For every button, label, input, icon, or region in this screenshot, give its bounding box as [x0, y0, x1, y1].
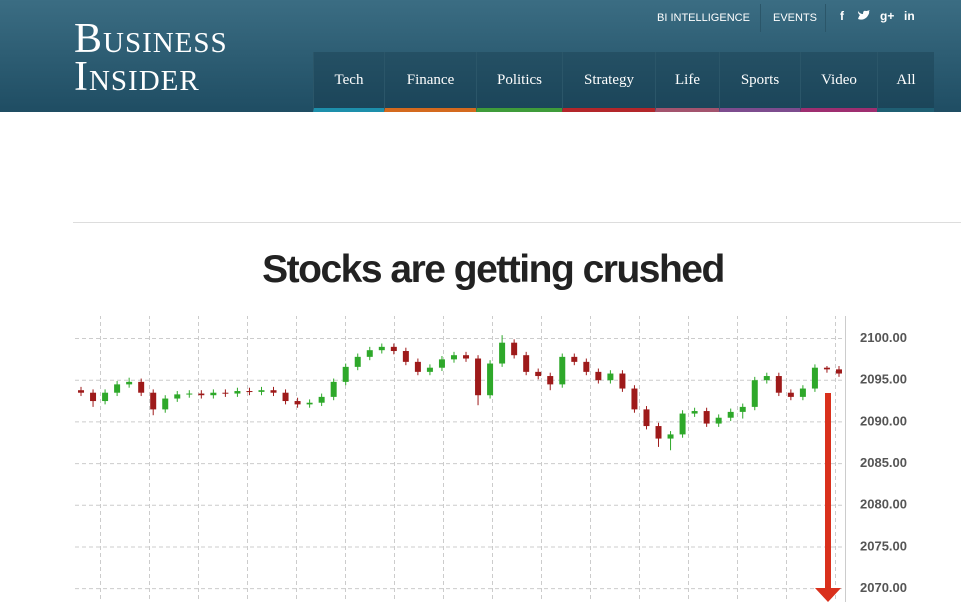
chart-title: Stocks are getting crushed [262, 248, 725, 291]
candle-body [378, 346, 385, 351]
candle-body [450, 355, 457, 360]
candle-body [390, 346, 397, 352]
candle-body [751, 380, 758, 407]
candle-body [571, 356, 578, 362]
candle-body [619, 373, 626, 389]
candle-body [150, 392, 157, 410]
candle-body [414, 361, 421, 372]
y-tick-label: 2075.00 [860, 538, 907, 553]
candle-body [222, 392, 229, 394]
social-icon[interactable]: g+ [880, 9, 895, 23]
candle-body [126, 381, 133, 385]
candle-body [775, 376, 782, 393]
candle-body [102, 392, 109, 402]
candle-body [679, 413, 686, 435]
candle-body [547, 376, 554, 385]
candle-body [354, 356, 361, 367]
candle-body [703, 411, 710, 424]
vertical-grid [75, 316, 845, 602]
nav-item[interactable]: Strategy [562, 52, 655, 112]
social-icon[interactable]: f [840, 9, 844, 23]
y-tick-label: 2095.00 [860, 372, 907, 387]
nav-item[interactable]: Video [800, 52, 877, 112]
candle-body [739, 406, 746, 412]
candle-body [78, 390, 85, 393]
candle-body [282, 392, 289, 402]
candle-body [691, 411, 698, 414]
candle-body [559, 356, 566, 385]
header: Business Insider BI INTELLIGENCE EVENTS … [0, 0, 961, 112]
nav-item[interactable]: All [877, 52, 934, 112]
candle-body [114, 384, 121, 393]
divider [825, 4, 826, 32]
candle-body [835, 369, 842, 374]
top-link[interactable]: EVENTS [773, 12, 818, 24]
y-tick-label: 2085.00 [860, 455, 907, 470]
top-link[interactable]: BI INTELLIGENCE [657, 12, 750, 24]
candle-body [342, 366, 349, 382]
candle-body [426, 367, 433, 372]
divider [760, 4, 761, 32]
y-tick-label: 2070.00 [860, 580, 907, 595]
social-icon[interactable]: in [904, 9, 915, 23]
candle-body [763, 376, 770, 381]
candle-body [174, 394, 181, 399]
y-tick-label: 2090.00 [860, 413, 907, 428]
candle-body [667, 434, 674, 439]
candle-body [198, 393, 205, 396]
candle-body [258, 390, 265, 392]
candle-body [799, 388, 806, 397]
candle-body [811, 367, 818, 389]
twitter-icon[interactable] [857, 10, 871, 22]
y-tick-label: 2100.00 [860, 330, 907, 345]
candle-body [631, 388, 638, 410]
candle-body [643, 409, 650, 427]
nav-item[interactable]: Life [655, 52, 719, 112]
candle-body [234, 391, 241, 394]
candle-body [535, 371, 542, 377]
arrow-shaft [825, 393, 831, 588]
candle-body [246, 391, 253, 393]
arrow-head [815, 588, 841, 602]
candle-body [499, 342, 506, 364]
candle-body [402, 351, 409, 362]
candle-body [787, 392, 794, 397]
candle-body [270, 390, 277, 393]
candle-body [162, 398, 169, 410]
candle-body [90, 392, 97, 402]
divider [73, 222, 961, 223]
candle-body [823, 367, 830, 370]
logo-line[interactable]: Insider [74, 54, 200, 100]
candle-body [366, 350, 373, 357]
candle-body [138, 381, 145, 393]
candle-body [715, 417, 722, 424]
candle-body [294, 401, 301, 405]
candle-body [523, 355, 530, 372]
candle-body [583, 361, 590, 372]
candle-body [475, 358, 482, 396]
candle-body [306, 402, 313, 405]
candle-body [210, 392, 217, 396]
nav-item[interactable]: Tech [313, 52, 384, 112]
candle-body [607, 373, 614, 381]
logo-line[interactable]: Business [74, 16, 228, 62]
candle-body [487, 363, 494, 396]
candle-body [727, 411, 734, 418]
nav-item[interactable]: Sports [719, 52, 800, 112]
nav-item[interactable]: Finance [384, 52, 476, 112]
candle-body [330, 381, 337, 397]
candle-body [186, 393, 193, 395]
candle-body [438, 359, 445, 368]
nav-item[interactable]: Politics [476, 52, 562, 112]
candle-body [511, 342, 518, 356]
candle-body [318, 396, 325, 403]
candle-body [595, 371, 602, 381]
y-tick-label: 2080.00 [860, 497, 907, 512]
candle-body [463, 355, 470, 359]
candle-body [655, 426, 662, 439]
